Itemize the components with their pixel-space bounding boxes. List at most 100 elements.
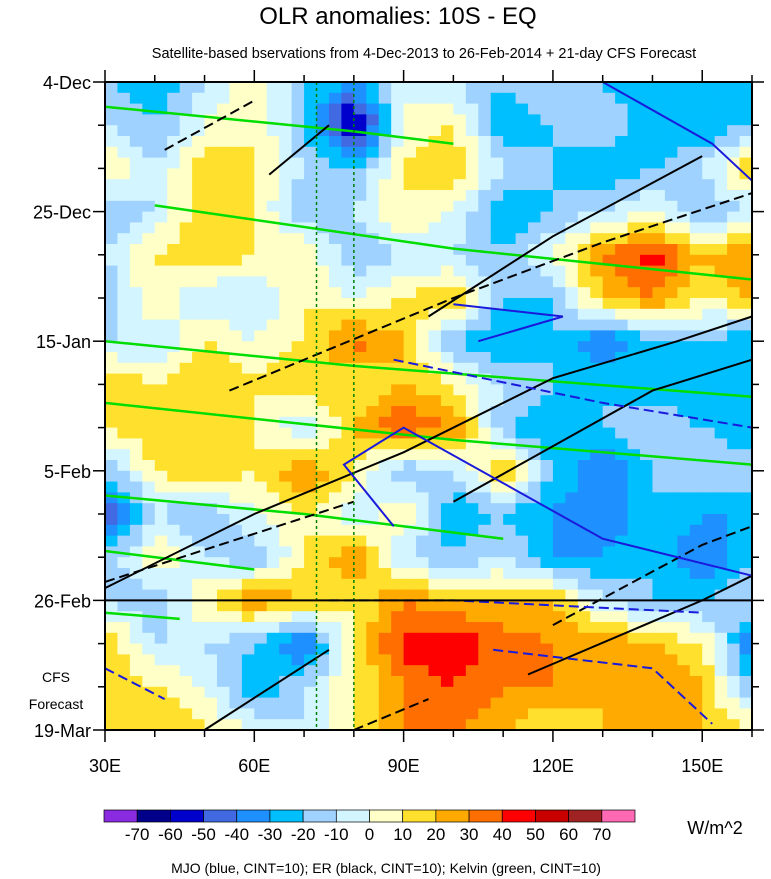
heatmap-cell <box>689 416 703 429</box>
heatmap-cell <box>266 546 280 558</box>
heatmap-cell <box>428 514 442 526</box>
heatmap-cell <box>664 481 678 493</box>
heatmap-cell <box>254 222 268 234</box>
heatmap-cell <box>640 622 654 634</box>
heatmap-cell <box>304 352 318 364</box>
heatmap-cell <box>590 362 604 375</box>
heatmap-cell <box>378 92 392 105</box>
heatmap-cell <box>664 665 678 677</box>
heatmap-cell <box>540 244 554 256</box>
colorbar-label: 40 <box>493 825 512 844</box>
heatmap-cell <box>727 665 741 677</box>
heatmap-cell <box>316 276 330 288</box>
heatmap-cell <box>216 557 231 569</box>
heatmap-cell <box>727 341 741 353</box>
heatmap-cell <box>291 179 305 191</box>
heatmap-cell <box>129 535 143 547</box>
heatmap-cell <box>279 114 293 126</box>
colorbar-label: -30 <box>258 825 283 844</box>
heatmap-cell <box>440 470 454 483</box>
heatmap-cell <box>714 179 728 191</box>
heatmap-cell <box>129 395 143 407</box>
heatmap-cell <box>216 460 231 472</box>
heatmap-cell <box>664 600 678 612</box>
heatmap-cell <box>702 319 716 331</box>
heatmap-cell <box>590 427 604 439</box>
heatmap-cell <box>478 708 492 720</box>
heatmap-cell <box>279 665 293 677</box>
heatmap-cell <box>727 233 741 245</box>
heatmap-cell <box>453 676 467 688</box>
heatmap-cell <box>179 427 193 439</box>
heatmap-cell <box>577 265 591 277</box>
heatmap-cell <box>490 125 504 137</box>
heatmap-cell <box>739 654 753 666</box>
heatmap-cell <box>378 222 392 234</box>
heatmap-cell <box>105 470 119 483</box>
heatmap-cell <box>577 686 591 699</box>
heatmap-cell <box>453 416 467 429</box>
heatmap-cell <box>216 298 231 310</box>
heatmap-cell <box>167 492 181 504</box>
heatmap-cell <box>241 481 255 493</box>
heatmap-cell <box>577 622 591 634</box>
heatmap-cell <box>129 622 143 634</box>
heatmap-cell <box>465 287 479 299</box>
heatmap-cell <box>714 265 728 277</box>
heatmap-cell <box>391 524 405 537</box>
heatmap-cell <box>465 168 479 180</box>
heatmap-cell <box>727 535 741 547</box>
heatmap-cell <box>528 416 542 429</box>
heatmap-cell <box>453 308 467 321</box>
heatmap-cell <box>316 719 330 731</box>
heatmap-cell <box>590 233 604 245</box>
heatmap-cell <box>652 125 666 137</box>
heatmap-cell <box>478 276 492 288</box>
heatmap-cell <box>353 190 367 202</box>
heatmap-cell <box>378 460 392 472</box>
heatmap-cell <box>229 481 243 493</box>
heatmap-cell <box>204 665 218 677</box>
heatmap-cell <box>304 287 318 299</box>
heatmap-cell <box>366 535 380 547</box>
heatmap-cell <box>739 460 753 472</box>
heatmap-cell <box>689 341 703 353</box>
heatmap-cell <box>615 222 629 234</box>
heatmap-cell <box>478 287 492 299</box>
heatmap-cell <box>328 622 342 634</box>
heatmap-cell <box>727 676 741 688</box>
heatmap-cell <box>540 427 554 439</box>
heatmap-cell <box>640 686 654 699</box>
heatmap-cell <box>627 470 641 483</box>
heatmap-cell <box>664 92 678 105</box>
heatmap-cell <box>279 373 293 385</box>
y-tick-label: 25-Dec <box>33 203 91 223</box>
heatmap-cell <box>341 460 355 472</box>
heatmap-cell <box>266 395 280 407</box>
heatmap-cell <box>204 384 218 396</box>
heatmap-cell <box>154 654 168 666</box>
heatmap-cell <box>552 298 566 310</box>
heatmap-cell <box>528 308 542 321</box>
heatmap-cell <box>677 114 691 126</box>
colorbar-swatch <box>236 809 271 823</box>
heatmap-cell <box>590 589 604 601</box>
heatmap-cell <box>353 373 367 385</box>
heatmap-cell <box>179 676 193 688</box>
heatmap-cell <box>702 460 716 472</box>
heatmap-cell <box>490 384 504 396</box>
heatmap-cell <box>129 200 143 213</box>
heatmap-cell <box>416 686 430 699</box>
heatmap-cell <box>391 406 405 418</box>
heatmap-cell <box>154 524 168 537</box>
heatmap-cell <box>353 308 367 321</box>
heatmap-cell <box>627 308 641 321</box>
heatmap-cell <box>602 654 616 666</box>
heatmap-cell <box>142 319 156 331</box>
heatmap-cell <box>341 395 355 407</box>
heatmap-cell <box>416 481 430 493</box>
heatmap-cell <box>378 686 392 699</box>
heatmap-cell <box>739 308 753 321</box>
heatmap-cell <box>192 190 206 202</box>
heatmap-cell <box>465 503 479 515</box>
